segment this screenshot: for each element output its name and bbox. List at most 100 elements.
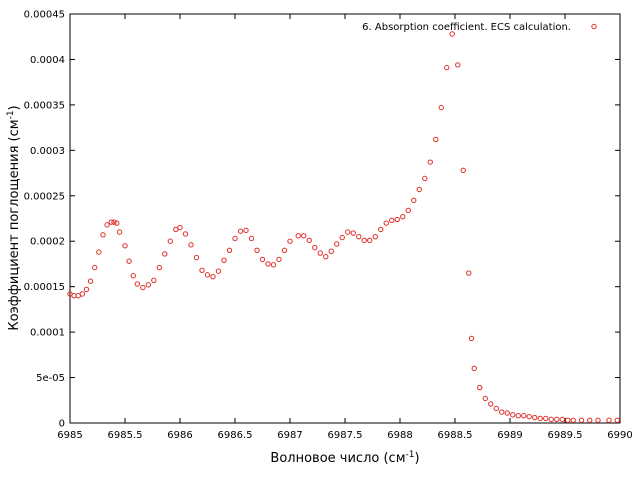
data-point [114, 220, 120, 226]
data-point [188, 242, 194, 248]
x-axis: 6985 6985.5 6986 6986.5 6987 6987.5 6988 6988.5… [57, 14, 633, 441]
data-point [193, 254, 200, 261]
data-point [595, 417, 601, 423]
data-point [151, 277, 157, 284]
x-tick-label: 6989 [497, 430, 522, 441]
x-tick-label: 6988.5 [438, 430, 473, 441]
data-point [411, 197, 417, 204]
data-point [210, 273, 216, 280]
data-point [226, 247, 233, 254]
data-point [587, 417, 593, 423]
data-point [394, 216, 400, 223]
data-point [400, 213, 406, 220]
y-tick-label: 0 [59, 419, 65, 430]
data-point [372, 233, 378, 240]
y-tick-label: 0.00045 [24, 10, 65, 21]
data-point [350, 230, 356, 236]
data-point [145, 282, 152, 288]
data-point [126, 258, 132, 264]
x-tick-label: 6987.5 [328, 430, 363, 441]
x-tick-label: 6986 [167, 430, 192, 441]
data-point [378, 226, 384, 233]
data-point [199, 267, 205, 274]
y-tick-label: 0.0003 [30, 146, 65, 157]
data-point [427, 159, 433, 165]
data-point [177, 224, 183, 231]
data-point [265, 261, 271, 267]
x-tick-label: 6989.5 [548, 430, 583, 441]
data-point [295, 233, 301, 239]
x-tick-label: 6985.5 [108, 430, 143, 441]
y-tick-label: 0.0004 [30, 55, 65, 66]
data-point [243, 227, 249, 234]
data-point [570, 417, 576, 423]
data-point [515, 413, 521, 419]
data-point [455, 62, 461, 68]
data-point [466, 270, 472, 276]
data-point [334, 241, 340, 247]
data-point [460, 167, 466, 174]
data-point [416, 186, 422, 193]
data-point [162, 251, 168, 257]
data-point [565, 417, 571, 423]
data-point [606, 417, 612, 423]
x-tick-label: 6986.5 [218, 430, 253, 441]
data-point [287, 238, 293, 244]
data-point [156, 264, 163, 271]
data-point [108, 219, 114, 225]
data-point [444, 64, 450, 71]
data-point [281, 247, 288, 254]
data-point [248, 235, 255, 242]
data-point [488, 401, 494, 407]
data-point [367, 237, 373, 244]
data-point [237, 228, 244, 234]
data-point [477, 384, 483, 391]
legend-label: 6. Absorption coefficient. ECS calculati… [362, 22, 571, 33]
data-point [543, 415, 549, 422]
data-point [339, 234, 345, 241]
data-point [306, 237, 312, 244]
data-point [182, 231, 189, 237]
data-point [521, 413, 527, 419]
data-points [67, 31, 620, 423]
data-point [422, 175, 428, 182]
data-point [389, 217, 395, 224]
data-point [493, 405, 499, 412]
data-point [134, 281, 141, 287]
data-point [96, 249, 102, 255]
data-point [259, 256, 266, 263]
y-tick-label: 5e-05 [36, 373, 65, 384]
x-tick-label: 6985 [57, 430, 82, 441]
data-point [130, 273, 136, 279]
data-point [301, 233, 307, 239]
y-axis: 0 5e-05 0.0001 0.00015 0.0002 0.00025 0.0003 0.… [24, 10, 620, 430]
data-point [510, 412, 516, 418]
data-point [328, 248, 334, 254]
data-point [167, 238, 174, 244]
data-point [482, 395, 488, 402]
data-point [276, 256, 282, 263]
y-tick-label: 0.00025 [24, 191, 65, 202]
data-point [361, 237, 367, 244]
data-point [140, 284, 146, 291]
data-point [204, 272, 211, 278]
y-tick-label: 0.0002 [30, 237, 65, 248]
data-point [122, 243, 128, 249]
data-point [104, 222, 110, 228]
data-point [468, 335, 475, 342]
data-point [270, 262, 277, 268]
data-point [532, 414, 538, 421]
data-point [87, 278, 94, 284]
data-point [312, 244, 318, 251]
x-tick-label: 6988 [387, 430, 412, 441]
data-point [79, 291, 86, 297]
y-tick-label: 0.00035 [24, 100, 65, 111]
data-point [471, 365, 477, 372]
data-point [499, 409, 505, 415]
data-point [345, 229, 351, 235]
data-point [554, 416, 560, 423]
data-point [83, 286, 90, 293]
y-tick-label: 0.0001 [30, 328, 65, 339]
data-point [116, 229, 123, 235]
